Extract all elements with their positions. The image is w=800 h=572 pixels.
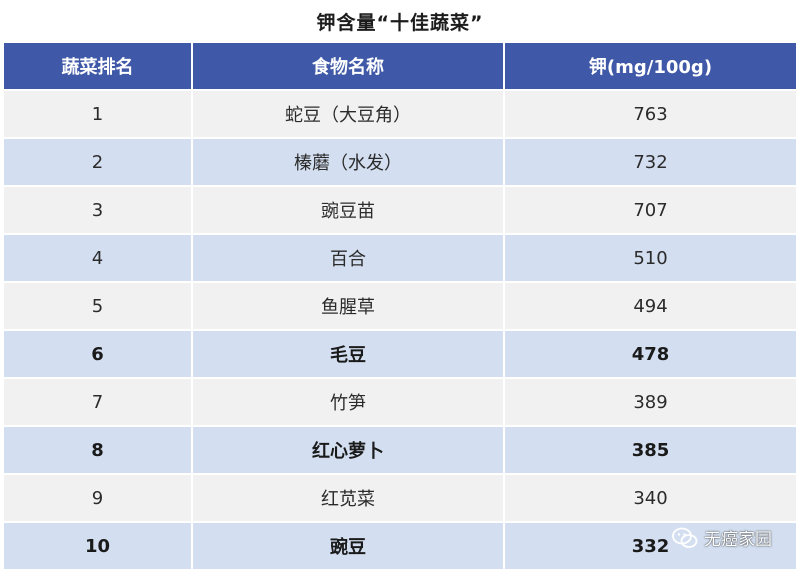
cell-rank: 8 [4,425,193,474]
cell-food: 毛豆 [192,329,505,378]
cell-potassium: 510 [504,233,796,282]
watermark-text: 无癌家园 [704,530,772,550]
table-row: 1 蛇豆（大豆角） 763 [4,89,796,138]
cell-potassium: 340 [504,473,796,522]
cell-potassium: 385 [504,425,796,474]
cell-food: 榛蘑（水发） [192,137,505,186]
cell-rank: 4 [4,233,193,282]
cell-rank: 2 [4,137,193,186]
cell-rank: 6 [4,329,193,378]
cell-food: 红苋菜 [192,473,505,522]
cell-food: 豌豆 [192,521,505,569]
cell-potassium: 732 [504,137,796,186]
cell-food: 百合 [192,233,505,282]
cell-rank: 1 [4,89,193,138]
watermark: 无癌家园 [672,525,772,550]
cell-potassium: 332 [504,521,796,569]
header-food-name: 食物名称 [192,43,505,90]
cell-rank: 5 [4,281,193,330]
cell-food: 豌豆苗 [192,185,505,234]
header-rank: 蔬菜排名 [4,43,193,90]
table-row: 4 百合 510 [4,233,796,282]
cell-rank: 3 [4,185,193,234]
table-row: 5 鱼腥草 494 [4,281,796,330]
cell-food: 鱼腥草 [192,281,505,330]
table-row: 3 豌豆苗 707 [4,185,796,234]
cell-potassium: 478 [504,329,796,378]
cell-potassium: 494 [504,281,796,330]
table-row: 10 豌豆 332 [4,521,796,569]
cell-food: 蛇豆（大豆角） [192,89,505,138]
cell-food: 红心萝卜 [192,425,505,474]
table-row: 6 毛豆 478 [4,329,796,378]
table-row: 8 红心萝卜 385 [4,425,796,474]
cell-rank: 10 [4,521,193,569]
header-potassium: 钾(mg/100g) [504,43,796,90]
cell-potassium: 763 [504,89,796,138]
cell-rank: 7 [4,377,193,426]
table-header-row: 蔬菜排名 食物名称 钾(mg/100g) [4,43,796,90]
table-row: 9 红苋菜 340 [4,473,796,522]
cell-potassium: 707 [504,185,796,234]
page-title: 钾含量“十佳蔬菜” [316,12,484,34]
potassium-table: 蔬菜排名 食物名称 钾(mg/100g) 1 蛇豆（大豆角） 763 2 榛蘑（… [4,43,796,569]
cell-rank: 9 [4,473,193,522]
table-row: 7 竹笋 389 [4,377,796,426]
wechat-icon [672,527,698,549]
table-row: 2 榛蘑（水发） 732 [4,137,796,186]
cell-potassium: 389 [504,377,796,426]
cell-food: 竹笋 [192,377,505,426]
